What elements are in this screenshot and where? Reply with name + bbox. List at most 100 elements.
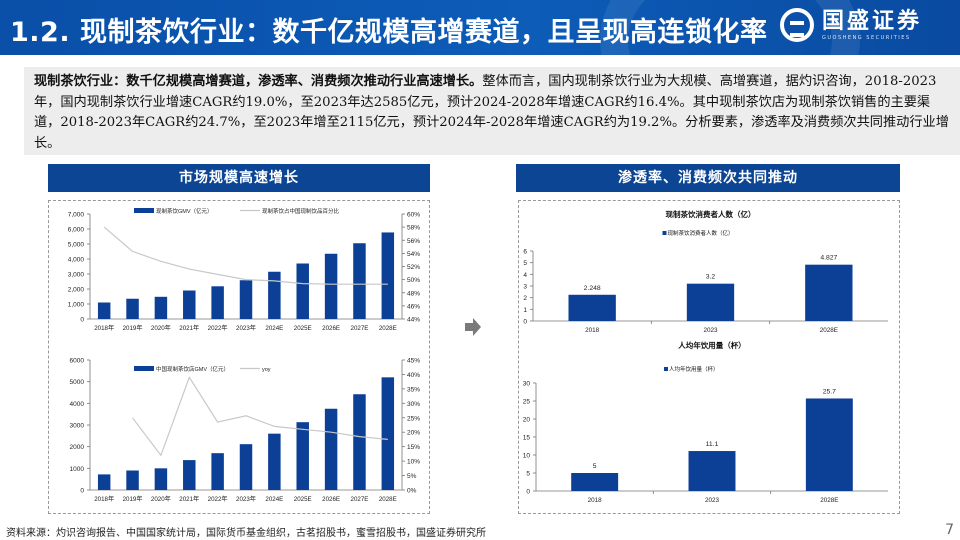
svg-text:1,000: 1,000 xyxy=(68,302,85,309)
svg-text:2020年: 2020年 xyxy=(151,495,171,503)
svg-text:11.1: 11.1 xyxy=(706,441,719,448)
svg-text:现制茶饮消费者人数（亿）: 现制茶饮消费者人数（亿） xyxy=(666,209,756,219)
page-title: 1.2. 现制茶饮行业：数千亿规模高增赛道，且呈现高连锁化率 xyxy=(10,17,768,48)
svg-text:2023年: 2023年 xyxy=(236,495,256,503)
svg-text:现制茶饮消费者人数（亿）: 现制茶饮消费者人数（亿） xyxy=(668,229,734,237)
right-panel-frame xyxy=(518,200,900,514)
svg-text:0: 0 xyxy=(526,489,530,496)
svg-text:46%: 46% xyxy=(407,303,420,310)
svg-text:中国现制茶饮店GMV（亿元）: 中国现制茶饮店GMV（亿元） xyxy=(156,365,229,373)
svg-text:2018年: 2018年 xyxy=(94,495,114,503)
svg-text:52%: 52% xyxy=(407,264,420,271)
svg-text:48%: 48% xyxy=(407,290,420,297)
arrow-right-icon xyxy=(465,318,481,336)
chart-market-gmv: 0 1,000 2,000 3,000 4,000 5,000 6,000 7,000 44% 4… xyxy=(68,207,421,332)
logo-name-cn: 国盛证券 xyxy=(822,9,923,34)
svg-text:2028E: 2028E xyxy=(820,327,838,334)
summary-box: 现制茶饮行业：数千亿规模高增赛道，渗透率、消费频次推动行业高速增长。整体而言，国… xyxy=(24,67,960,155)
svg-text:5,000: 5,000 xyxy=(68,242,85,249)
svg-text:2018: 2018 xyxy=(585,327,600,334)
svg-text:3,000: 3,000 xyxy=(68,272,85,279)
svg-text:2024E: 2024E xyxy=(265,496,283,503)
svg-text:25: 25 xyxy=(523,399,531,406)
right-panel-title: 渗透率、消费频次共同推动 xyxy=(516,164,900,192)
svg-text:2000: 2000 xyxy=(70,444,85,451)
svg-text:5: 5 xyxy=(526,471,530,478)
svg-text:60%: 60% xyxy=(407,212,420,219)
svg-text:1000: 1000 xyxy=(70,466,85,473)
svg-text:2018年: 2018年 xyxy=(94,324,114,332)
svg-text:2021年: 2021年 xyxy=(179,495,199,503)
svg-text:yoy: yoy xyxy=(262,367,271,373)
svg-text:现制茶饮占中国现制饮品百分比: 现制茶饮占中国现制饮品百分比 xyxy=(262,207,340,215)
svg-text:3.2: 3.2 xyxy=(706,274,716,281)
summary-body: 整体而言，国内现制茶饮行业为大规模、高增赛道，据灼识咨询，2018-2023年，… xyxy=(34,74,949,151)
svg-text:2021年: 2021年 xyxy=(179,324,199,332)
svg-text:2022年: 2022年 xyxy=(208,495,228,503)
svg-text:6: 6 xyxy=(523,249,527,256)
svg-text:40%: 40% xyxy=(407,372,420,379)
svg-text:2019年: 2019年 xyxy=(123,324,143,332)
svg-text:2025E: 2025E xyxy=(294,325,312,332)
svg-text:2023年: 2023年 xyxy=(236,324,256,332)
svg-text:2025E: 2025E xyxy=(294,496,312,503)
svg-text:0: 0 xyxy=(80,488,84,495)
slide-header: 1.2. 现制茶饮行业：数千亿规模高增赛道，且呈现高连锁化率 国盛证券 GUOS… xyxy=(0,0,960,55)
svg-text:0: 0 xyxy=(80,317,84,324)
svg-text:56%: 56% xyxy=(407,238,420,245)
chart-per-capita: 人均年饮用量（杯） 人均年饮用量（杯） 0 5 10 15 20 25 30 5 2018 11.1 2… xyxy=(523,340,888,504)
svg-text:2027E: 2027E xyxy=(351,325,369,332)
svg-text:2028E: 2028E xyxy=(820,497,838,504)
svg-text:58%: 58% xyxy=(407,225,420,232)
svg-text:2022年: 2022年 xyxy=(208,324,228,332)
svg-text:25.7: 25.7 xyxy=(823,388,836,395)
svg-text:0: 0 xyxy=(523,319,527,326)
svg-text:2026E: 2026E xyxy=(322,496,340,503)
svg-text:45%: 45% xyxy=(407,358,420,365)
svg-text:3000: 3000 xyxy=(70,423,85,430)
svg-text:44%: 44% xyxy=(407,317,420,324)
svg-text:4000: 4000 xyxy=(70,401,85,408)
svg-text:人均年饮用量（杯）: 人均年饮用量（杯） xyxy=(678,340,746,350)
svg-text:5: 5 xyxy=(593,463,597,470)
svg-text:2026E: 2026E xyxy=(322,325,340,332)
logo-icon xyxy=(780,8,814,42)
svg-text:4,000: 4,000 xyxy=(68,257,85,264)
svg-text:2019年: 2019年 xyxy=(123,495,143,503)
svg-text:2023: 2023 xyxy=(703,327,718,334)
svg-text:35%: 35% xyxy=(407,386,420,393)
left-panel-frame xyxy=(48,200,430,514)
svg-text:4: 4 xyxy=(523,272,527,279)
svg-text:2020年: 2020年 xyxy=(151,324,171,332)
svg-text:10: 10 xyxy=(523,453,531,460)
company-logo: 国盛证券 GUOSHENG SECURITIES xyxy=(780,8,922,42)
svg-text:5: 5 xyxy=(523,260,527,267)
svg-text:2024E: 2024E xyxy=(265,325,283,332)
left-panel-title: 市场规模高速增长 xyxy=(48,164,430,192)
svg-text:0%: 0% xyxy=(407,488,417,495)
svg-text:3: 3 xyxy=(523,284,527,291)
svg-text:2028E: 2028E xyxy=(379,496,397,503)
svg-text:2,000: 2,000 xyxy=(68,287,85,294)
logo-name-en: GUOSHENG SECURITIES xyxy=(822,35,911,41)
svg-text:20: 20 xyxy=(523,417,531,424)
svg-text:30%: 30% xyxy=(407,401,420,408)
svg-text:2028E: 2028E xyxy=(379,325,397,332)
svg-text:2: 2 xyxy=(523,295,527,302)
svg-text:7,000: 7,000 xyxy=(68,212,85,219)
source-note: 资料来源：灼识咨询报告、中国国家统计局，国际货币基金组织，古茗招股书，蜜雪招股书… xyxy=(6,528,486,539)
svg-text:4.827: 4.827 xyxy=(820,255,837,262)
svg-text:54%: 54% xyxy=(407,251,420,258)
svg-text:5%: 5% xyxy=(407,473,417,480)
svg-text:现制茶饮GMV（亿元）: 现制茶饮GMV（亿元） xyxy=(156,207,213,215)
svg-text:10%: 10% xyxy=(407,459,420,466)
summary-lead: 现制茶饮行业：数千亿规模高增赛道，渗透率、消费频次推动行业高速增长。 xyxy=(34,74,483,89)
svg-text:15%: 15% xyxy=(407,444,420,451)
svg-text:2027E: 2027E xyxy=(351,496,369,503)
svg-text:1: 1 xyxy=(523,307,527,314)
svg-text:6000: 6000 xyxy=(70,358,85,365)
svg-text:5000: 5000 xyxy=(70,379,85,386)
svg-text:15: 15 xyxy=(523,435,531,442)
svg-text:2023: 2023 xyxy=(705,497,720,504)
svg-text:20%: 20% xyxy=(407,430,420,437)
